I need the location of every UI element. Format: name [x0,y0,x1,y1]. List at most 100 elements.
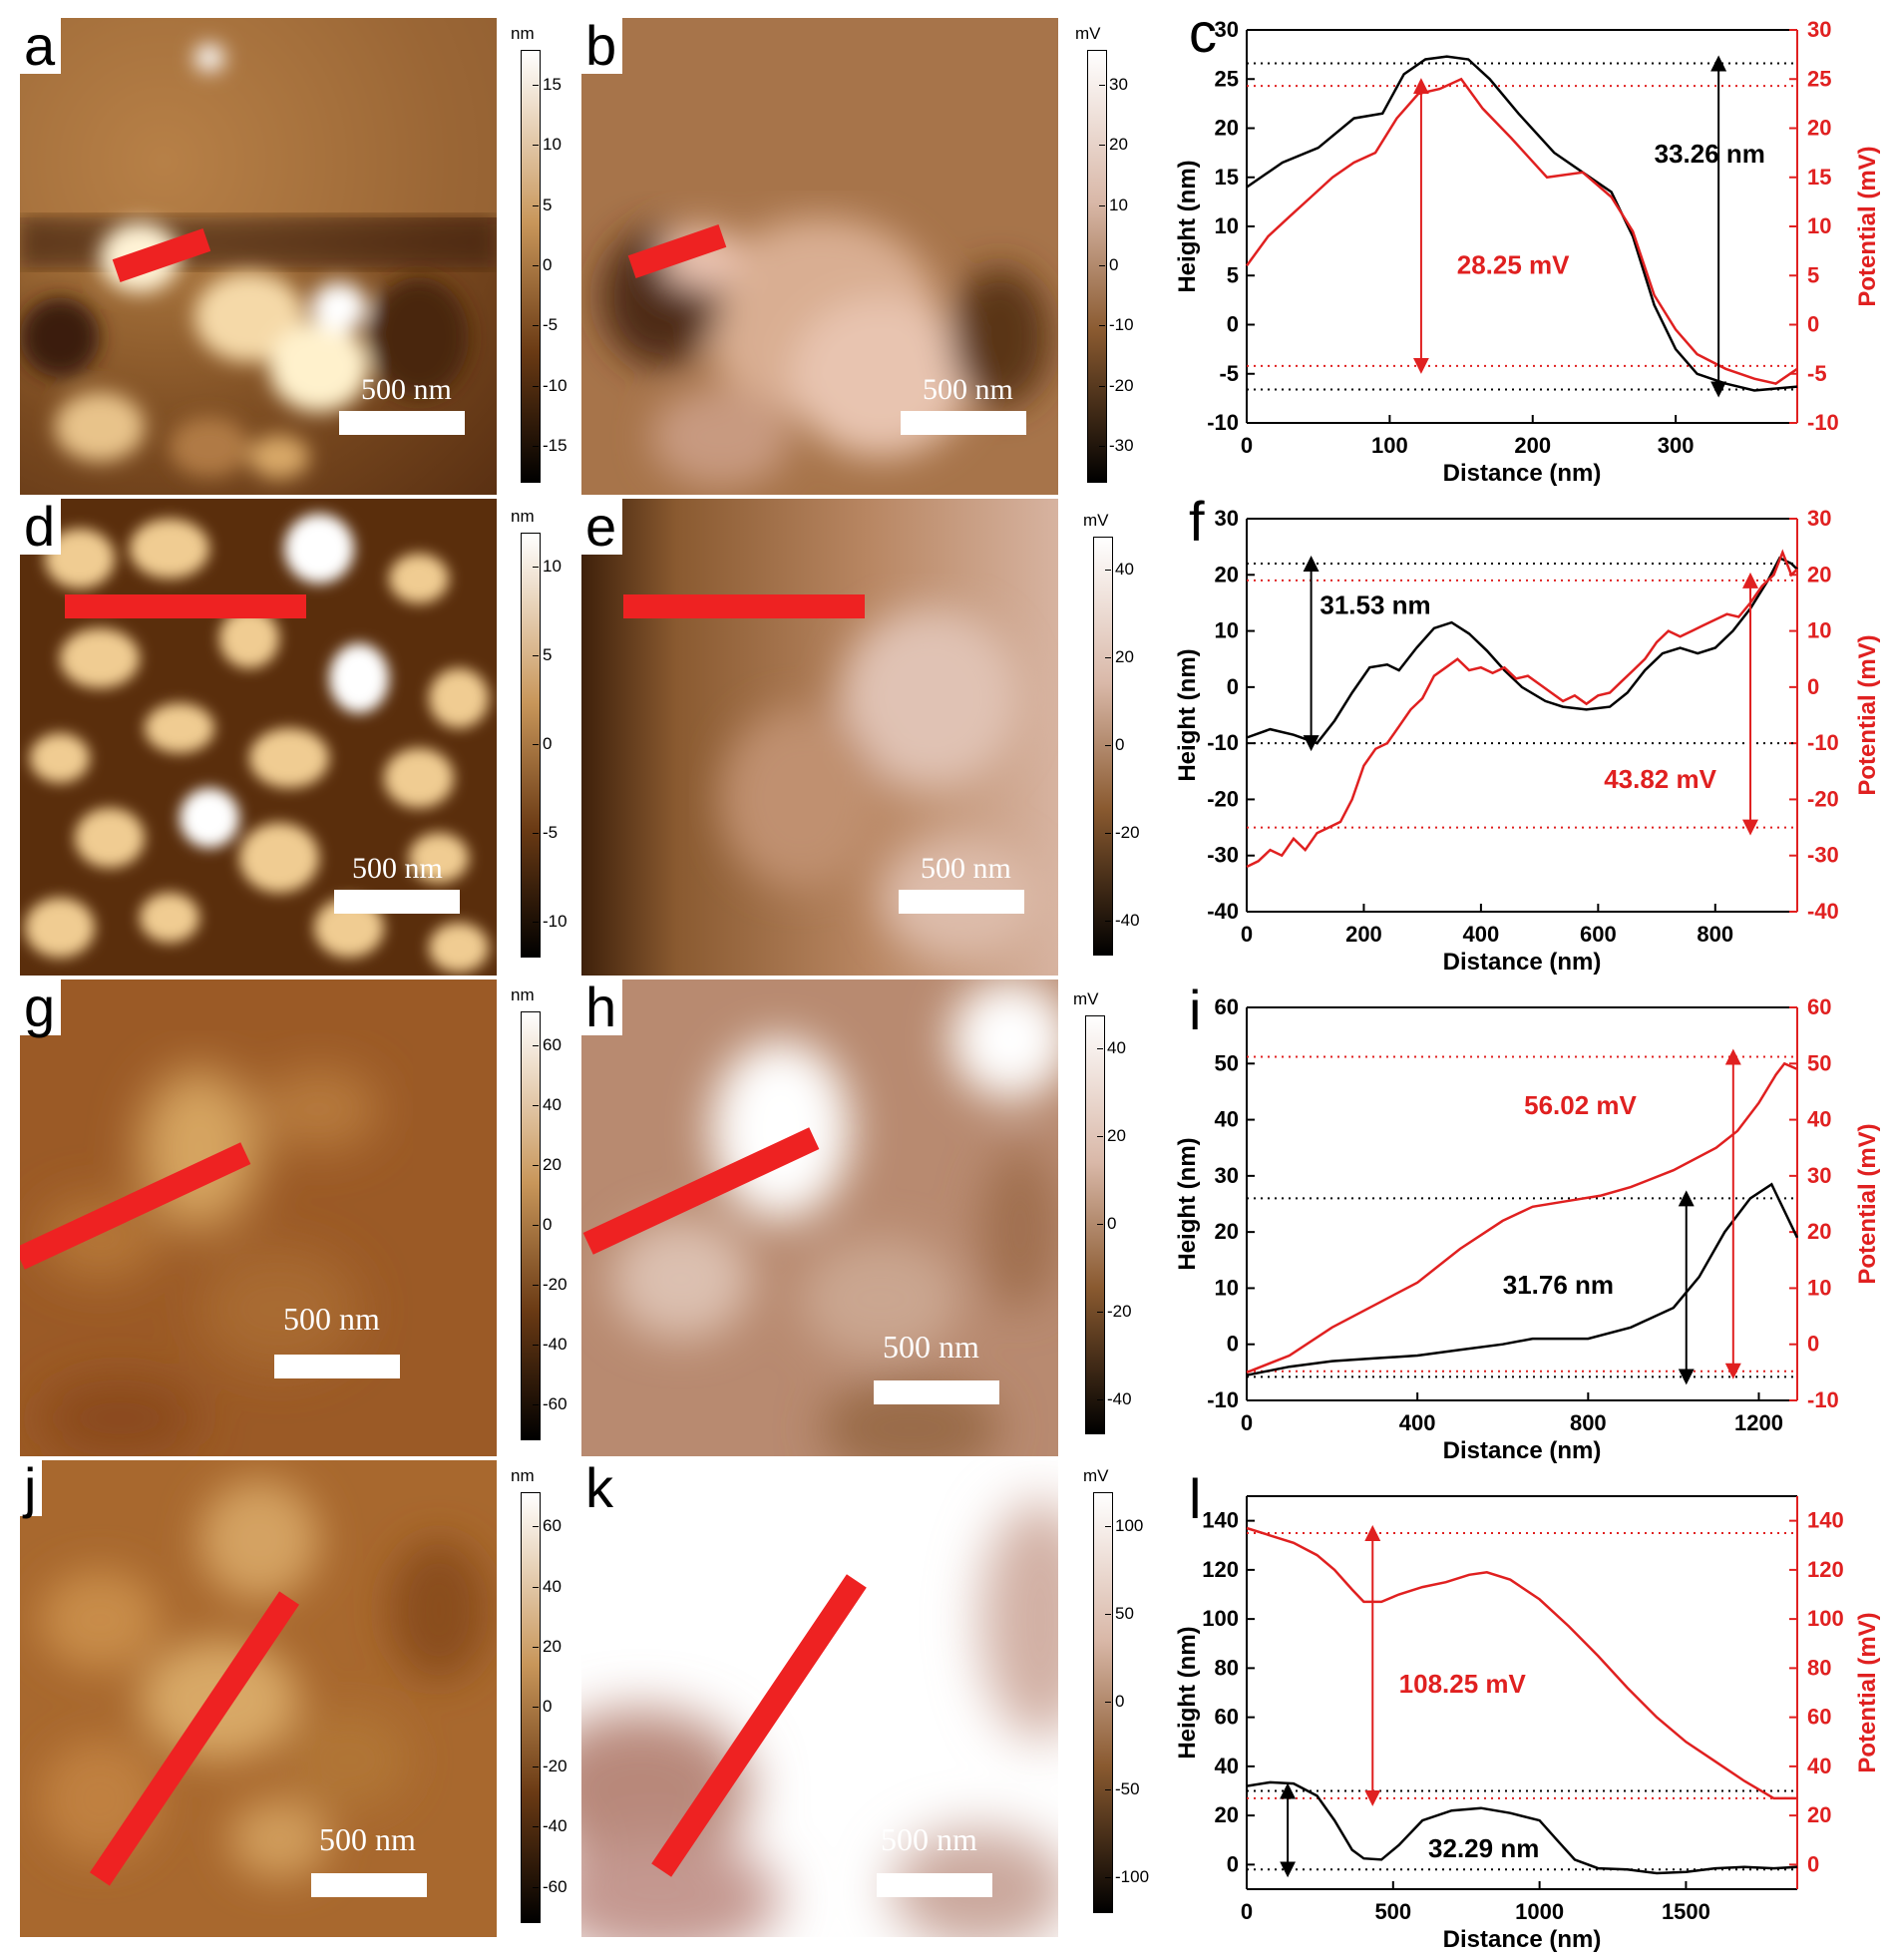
y-tick-label: -5 [1219,361,1239,386]
colorbar-tick-label: 40 [1107,1038,1126,1058]
colorbar-e [1093,537,1113,956]
colorbar-tick-mark [1099,446,1105,448]
x-tick-label: 0 [1241,433,1253,458]
y-tick-label: 30 [1215,1163,1239,1188]
scale-bar-k [877,1873,992,1897]
panel-label-e: e [581,499,623,555]
y-tick-label: 120 [1202,1557,1239,1582]
y2-tick-label: 30 [1807,506,1831,531]
measurement-annotation: 43.82 mV [1604,764,1716,794]
colorbar-tick-mark [533,1526,539,1528]
colorbar-tick-label: -10 [1109,315,1134,335]
colorbar-tick-label: -40 [1107,1388,1132,1408]
colorbar-tick-mark [1099,204,1105,206]
colorbar-tick-label: 30 [1109,74,1128,94]
x-tick-label: 800 [1570,1410,1607,1435]
height-profile-line [1246,1780,1798,1875]
colorbar-tick-mark [533,922,539,924]
colorbar-a [521,50,541,483]
colorbar-tick-mark [1105,570,1111,572]
y-tick-label: 30 [1215,17,1239,42]
colorbar-tick-mark [1097,1048,1103,1050]
colorbar-tick-mark [533,204,539,206]
colorbar-tick-label: 0 [543,255,553,274]
y2-tick-label: -20 [1807,786,1839,811]
y2-tick-label: 60 [1807,1705,1831,1730]
colorbar-tick-label: -30 [1109,436,1134,456]
y2-tick-label: 15 [1807,165,1831,190]
colorbar-tick-mark [533,1105,539,1107]
colorbar-tick-label: 20 [1109,135,1128,155]
colorbar-tick-label: -60 [543,1876,567,1896]
profile-chart-i: 0 400 800 1200 -10 0 10 20 30 40 50 60 -10 0 10 20 30 40 5… [1174,978,1889,1466]
y-tick-label: 20 [1215,562,1239,587]
measurement-annotation: 31.53 nm [1320,590,1430,620]
x-tick-label: 400 [1399,1410,1436,1435]
scale-bar-g [274,1355,400,1378]
y2-tick-label: -30 [1807,843,1839,868]
scale-bar-label-h: 500 nm [883,1329,979,1365]
panel-label-d: d [20,499,62,555]
x-tick-label: 1000 [1515,1899,1564,1924]
colorbar-tick-label: 0 [1115,735,1125,754]
colorbar-tick-mark [533,833,539,835]
x-tick-label: 0 [1241,1899,1253,1924]
y-tick-label: 50 [1215,1050,1239,1075]
colorbar-unit-a: nm [511,24,535,43]
colorbar-tick-mark [533,84,539,86]
colorbar-g [521,1011,541,1440]
x-tick-label: 0 [1241,922,1253,947]
colorbar-h [1085,1015,1105,1434]
scale-bar-a [339,411,465,435]
colorbar-tick-mark [533,1165,539,1167]
colorbar-tick-mark [533,1646,539,1648]
y2-tick-label: 80 [1807,1655,1831,1680]
colorbar-tick-mark [533,654,539,656]
y2-tick-label: 25 [1807,66,1831,91]
colorbar-tick-label: 20 [543,1155,562,1175]
colorbar-tick-mark [1105,920,1111,922]
colorbar-tick-label: -20 [543,1274,567,1294]
y2-tick-label: 20 [1807,562,1831,587]
y-axis-title: Height (nm) [1174,1137,1201,1270]
colorbar-tick-mark [1099,84,1105,86]
panel-label-i: i [1189,979,1201,1041]
colorbar-tick-label: 0 [1109,255,1119,274]
scale-bar-label-d: 500 nm [352,852,443,885]
colorbar-tick-label: -10 [543,912,567,932]
y-tick-label: -20 [1207,786,1239,811]
afm-height-image-j: j 500 nm [20,1460,497,1937]
colorbar-tick-label: 20 [1115,647,1134,667]
colorbar-tick-mark [533,1826,539,1828]
colorbar-tick-mark [533,1886,539,1888]
scale-bar-label-g: 500 nm [283,1301,380,1337]
scale-bar-h [874,1380,999,1404]
y-tick-label: -10 [1207,730,1239,755]
panel-label-g: g [20,980,62,1035]
colorbar-tick-label: 15 [543,74,562,94]
colorbar-tick-mark [1097,1136,1103,1138]
colorbar-tick-label: 0 [543,1697,553,1716]
afm-height-image-d: d 500 nm [20,499,497,976]
colorbar-tick-label: -5 [543,315,559,335]
y-tick-label: 80 [1215,1655,1239,1680]
y-tick-label: 0 [1227,1332,1239,1357]
y-tick-label: 140 [1202,1508,1239,1533]
y-tick-label: 20 [1215,1219,1239,1244]
colorbar-tick-mark [533,1045,539,1047]
afm-height-image-g: g 500 nm [20,980,497,1456]
y-axis-title: Height (nm) [1174,1626,1201,1759]
x-axis-title: Distance (nm) [1443,949,1602,976]
colorbar-tick-mark [1105,1702,1111,1703]
y-tick-label: -10 [1207,410,1239,435]
y2-tick-label: 120 [1807,1557,1844,1582]
colorbar-tick-label: 40 [543,1576,562,1596]
y2-tick-label: 40 [1807,1754,1831,1778]
colorbar-tick-label: -100 [1115,1867,1150,1887]
colorbar-d [521,533,541,958]
colorbar-tick-mark [533,1766,539,1768]
measurement-annotation: 56.02 mV [1524,1090,1637,1120]
measurement-annotation: 31.76 nm [1503,1270,1614,1300]
colorbar-tick-mark [533,145,539,147]
panel-label-c: c [1189,1,1217,64]
